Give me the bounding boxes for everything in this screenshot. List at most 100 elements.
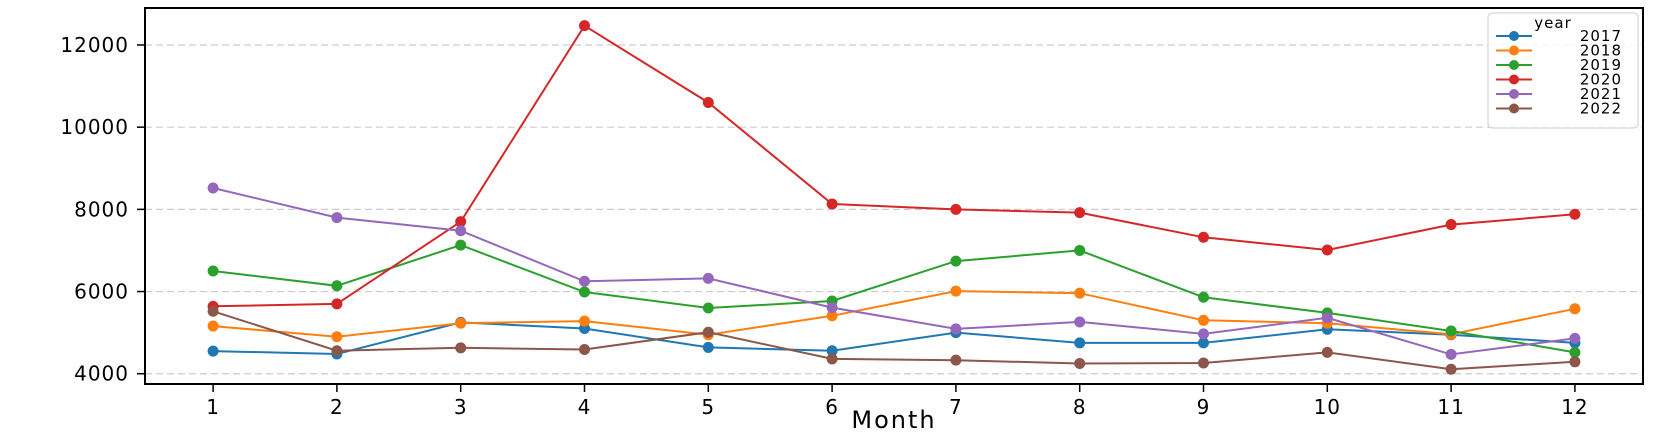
data-point-2022 (207, 305, 219, 317)
legend-label: 2018 (1580, 42, 1622, 60)
data-point-2018 (1569, 303, 1581, 315)
data-point-2017 (826, 345, 838, 357)
legend-label: 2022 (1580, 100, 1622, 118)
data-point-2022 (1321, 346, 1333, 358)
legend-label: 2019 (1580, 56, 1622, 74)
series-2021 (207, 182, 1581, 360)
legend-item-2017: 2017 (1496, 27, 1621, 45)
legend-swatch-marker (1509, 89, 1519, 99)
data-point-2020 (1198, 231, 1210, 243)
data-point-2022 (1074, 357, 1086, 369)
series-2017 (207, 316, 1581, 360)
x-axis: 1 2 3 4 5 6 7 8 9 10 11 12 (206, 384, 1588, 419)
data-point-2019 (1445, 325, 1457, 337)
legend-swatch-marker (1509, 31, 1519, 41)
data-point-2021 (826, 302, 838, 314)
y-axis: 4000 6000 8000 10000 12000 (60, 33, 145, 386)
y-tick-label: 10000 (60, 115, 129, 139)
data-point-2021 (1445, 348, 1457, 360)
data-point-2021 (578, 275, 590, 287)
data-point-2021 (455, 225, 467, 237)
legend-box (1487, 12, 1639, 129)
data-point-2020 (950, 203, 962, 215)
data-point-2019 (331, 280, 343, 292)
data-point-2021 (950, 323, 962, 335)
legend-item-2022: 2022 (1496, 100, 1622, 118)
plot-frame (144, 7, 1644, 385)
data-point-2017 (1074, 337, 1086, 349)
y-tick-label: 8000 (74, 197, 129, 221)
data-point-2020 (578, 20, 590, 32)
data-point-2019 (702, 302, 714, 314)
data-point-2021 (1074, 316, 1086, 328)
y-gridlines (145, 44, 1643, 375)
data-point-2022 (826, 353, 838, 365)
x-tick-label: 4 (578, 395, 592, 419)
legend-item-2019: 2019 (1496, 56, 1622, 74)
data-point-2017 (702, 341, 714, 353)
data-point-2019 (1074, 244, 1086, 256)
data-point-2022 (578, 343, 590, 355)
legend-item-2018: 2018 (1496, 42, 1622, 60)
series-line-2018 (213, 290, 1576, 338)
x-tick-label: 6 (825, 395, 839, 419)
data-point-2022 (1198, 357, 1210, 369)
legend-label: 2020 (1580, 71, 1622, 89)
y-tick-label: 6000 (74, 280, 129, 304)
data-point-2019 (578, 286, 590, 298)
y-tick-label: 4000 (74, 362, 129, 386)
data-point-2018 (578, 315, 590, 327)
data-point-2022 (702, 326, 714, 338)
data-point-2021 (1569, 332, 1581, 344)
x-tick-label: 7 (949, 395, 963, 419)
x-tick-label: 10 (1314, 395, 1341, 419)
x-tick-label: 2 (330, 395, 344, 419)
data-point-2020 (1321, 244, 1333, 256)
x-tick-label: 1 (206, 395, 220, 419)
legend-swatch-marker (1509, 60, 1519, 70)
data-point-2018 (950, 285, 962, 297)
legend-title: year (1534, 14, 1571, 32)
data-point-2020 (1074, 207, 1086, 219)
x-tick-label: 12 (1561, 395, 1588, 419)
series-line-2021 (212, 187, 1576, 356)
legend-swatch-marker (1509, 45, 1519, 56)
legend-item-2021: 2021 (1496, 85, 1622, 103)
series-2022 (207, 305, 1581, 375)
y-tick-label: 12000 (60, 33, 129, 57)
data-point-2020 (1445, 219, 1457, 231)
data-point-2022 (950, 354, 962, 366)
x-tick-label: 5 (701, 395, 715, 419)
data-point-2021 (1321, 312, 1333, 324)
data-point-2020 (826, 198, 838, 210)
data-point-2018 (331, 331, 343, 343)
data-point-2019 (950, 255, 962, 267)
legend-swatch-marker (1509, 103, 1519, 114)
data-point-2021 (1198, 328, 1210, 340)
data-point-2022 (455, 342, 467, 354)
data-point-2018 (826, 310, 838, 322)
data-point-2019 (455, 239, 467, 251)
x-tick-label: 3 (454, 395, 468, 419)
x-tick-label: 11 (1437, 395, 1464, 419)
data-point-2021 (702, 272, 714, 284)
data-point-2018 (207, 320, 219, 332)
data-point-2021 (331, 212, 343, 224)
data-point-2020 (455, 216, 467, 228)
series-lines (207, 20, 1581, 375)
data-point-2017 (207, 345, 219, 357)
data-point-2022 (331, 345, 343, 357)
series-line-2020 (213, 24, 1575, 308)
data-point-2018 (1074, 287, 1086, 299)
series-line-2022 (212, 310, 1575, 371)
data-point-2022 (1569, 356, 1581, 368)
data-point-2020 (1569, 208, 1581, 220)
legend-label: 2021 (1580, 85, 1622, 103)
series-2019 (207, 239, 1581, 358)
data-point-2018 (455, 317, 467, 329)
data-point-2020 (331, 298, 343, 310)
legend-swatch-marker (1509, 74, 1519, 85)
data-point-2017 (1198, 337, 1210, 349)
